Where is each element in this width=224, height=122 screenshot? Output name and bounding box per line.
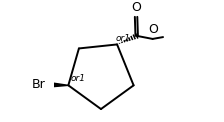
Text: O: O (148, 23, 158, 36)
Text: O: O (131, 1, 141, 14)
Text: or1: or1 (115, 34, 130, 43)
Text: or1: or1 (71, 74, 86, 83)
Text: Br: Br (31, 78, 45, 91)
Polygon shape (47, 82, 68, 87)
